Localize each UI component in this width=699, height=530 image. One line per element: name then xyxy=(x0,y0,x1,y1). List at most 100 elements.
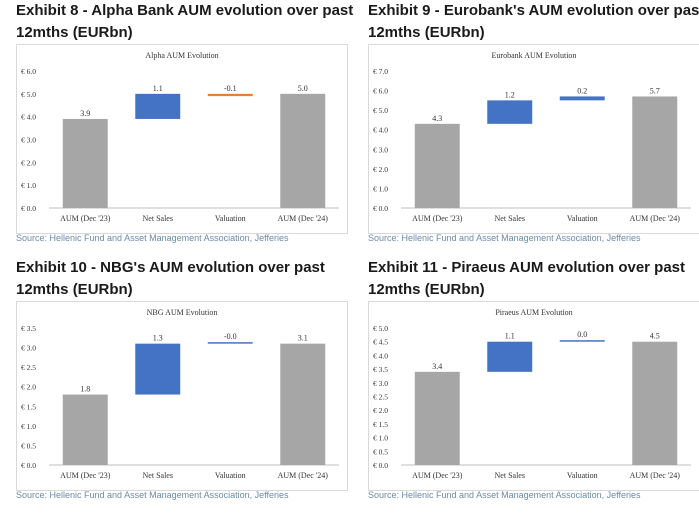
y-tick-label: € 6.0 xyxy=(373,87,388,96)
data-label: 0.0 xyxy=(577,330,587,339)
alpha-aum-chart-svg: Alpha AUM Evolution € 0.0 € 1.0 € 2.0 € 3.0 €… xyxy=(21,51,339,223)
y-tick-label: € 0.0 xyxy=(21,204,36,213)
exhibit-title: Exhibit 11 - Piraeus AUM evolution over … xyxy=(368,257,699,301)
y-tick-label: € 2.5 xyxy=(21,363,36,372)
y-tick-label: € 1.5 xyxy=(21,402,36,411)
y-tick-label: € 0.0 xyxy=(373,461,388,470)
data-label: 1.1 xyxy=(153,84,163,93)
data-label: -0.0 xyxy=(224,332,237,341)
piraeus-aum-chart-svg: Piraeus AUM Evolution € 0.0 € 0.5 € 1.0 € 1.… xyxy=(373,308,691,480)
y-tick-label: € 4.0 xyxy=(21,113,36,122)
y-tick-label: € 3.0 xyxy=(21,344,36,353)
x-tick-label: Net Sales xyxy=(495,471,525,480)
waterfall-bar xyxy=(207,93,253,97)
data-label: 0.2 xyxy=(577,86,587,95)
exhibit-title-line2: 12mths (EURbn) xyxy=(368,281,485,298)
y-tick-label: € 1.5 xyxy=(373,420,388,429)
data-label: 4.3 xyxy=(432,114,442,123)
x-tick-label: Valuation xyxy=(567,471,598,480)
data-label: 3.1 xyxy=(298,334,308,343)
y-tick-label: € 3.0 xyxy=(373,379,388,388)
y-tick-label: € 0.5 xyxy=(373,447,388,456)
y-tick-label: € 4.0 xyxy=(373,351,388,360)
waterfall-bar xyxy=(559,96,605,101)
waterfall-bar xyxy=(280,343,326,465)
x-tick-label: AUM (Dec '23) xyxy=(412,471,463,480)
data-label: 4.5 xyxy=(650,332,660,341)
chart-title: Eurobank AUM Evolution xyxy=(492,51,577,60)
x-tick-label: AUM (Dec '24) xyxy=(278,471,329,480)
data-label: 3.9 xyxy=(80,109,90,118)
exhibit-title-line2: 12mths (EURbn) xyxy=(368,24,485,41)
exhibit-title: Exhibit 8 - Alpha Bank AUM evolution ove… xyxy=(16,0,356,44)
chart-title: Alpha AUM Evolution xyxy=(145,51,218,60)
exhibit-title-line1: Exhibit 11 - Piraeus AUM evolution over … xyxy=(368,259,686,276)
data-label: 5.0 xyxy=(298,84,308,93)
waterfall-bar xyxy=(487,100,533,124)
waterfall-bar xyxy=(280,93,326,208)
x-tick-label: AUM (Dec '23) xyxy=(60,214,111,223)
x-tick-label: Valuation xyxy=(215,214,246,223)
y-tick-label: € 2.0 xyxy=(21,158,36,167)
exhibit-title-line2: 12mths (EURbn) xyxy=(16,281,133,298)
y-tick-label: € 3.0 xyxy=(373,145,388,154)
x-tick-label: AUM (Dec '24) xyxy=(630,214,681,223)
nbg-aum-chart: NBG AUM Evolution € 0.0 € 0.5 € 1.0 € 1.5 € 2… xyxy=(16,301,348,491)
x-tick-label: Net Sales xyxy=(143,471,173,480)
data-label: 1.8 xyxy=(80,385,90,394)
data-label: 1.3 xyxy=(153,334,163,343)
y-tick-label: € 5.0 xyxy=(21,90,36,99)
waterfall-bar xyxy=(414,371,460,465)
y-tick-label: € 7.0 xyxy=(373,67,388,76)
y-tick-label: € 2.0 xyxy=(373,406,388,415)
y-tick-label: € 5.0 xyxy=(373,106,388,115)
waterfall-bar xyxy=(135,343,181,395)
y-tick-label: € 4.0 xyxy=(373,126,388,135)
exhibit-title: Exhibit 9 - Eurobank's AUM evolution ove… xyxy=(368,0,699,44)
data-label: 5.7 xyxy=(650,86,660,95)
exhibit-8-panel: Exhibit 8 - Alpha Bank AUM evolution ove… xyxy=(16,0,356,262)
alpha-aum-chart: Alpha AUM Evolution € 0.0 € 1.0 € 2.0 € 3.0 €… xyxy=(16,44,348,234)
exhibit-11-panel: Exhibit 11 - Piraeus AUM evolution over … xyxy=(368,257,699,519)
source-note: Source: Hellenic Fund and Asset Manageme… xyxy=(368,233,641,243)
source-note: Source: Hellenic Fund and Asset Manageme… xyxy=(16,490,289,500)
y-tick-label: € 1.0 xyxy=(373,184,388,193)
y-tick-label: € 4.5 xyxy=(373,338,388,347)
y-tick-label: € 6.0 xyxy=(21,67,36,76)
data-label: 1.2 xyxy=(505,90,515,99)
exhibit-title-line2: 12mths (EURbn) xyxy=(16,24,133,41)
exhibit-title: Exhibit 10 - NBG's AUM evolution over pa… xyxy=(16,257,356,301)
x-tick-label: AUM (Dec '24) xyxy=(630,471,681,480)
y-tick-label: € 0.0 xyxy=(21,461,36,470)
data-label: -0.1 xyxy=(224,84,237,93)
y-tick-label: € 3.5 xyxy=(373,365,388,374)
waterfall-bar xyxy=(135,93,181,119)
waterfall-bar xyxy=(632,341,678,465)
waterfall-bar xyxy=(62,118,108,208)
y-tick-label: € 0.0 xyxy=(373,204,388,213)
data-label: 1.1 xyxy=(505,332,515,341)
piraeus-aum-chart: Piraeus AUM Evolution € 0.0 € 0.5 € 1.0 € 1.… xyxy=(368,301,699,491)
y-tick-label: € 3.0 xyxy=(21,136,36,145)
y-tick-label: € 1.0 xyxy=(21,181,36,190)
exhibit-title-line1: Exhibit 9 - Eurobank's AUM evolution ove… xyxy=(368,2,699,19)
x-tick-label: AUM (Dec '23) xyxy=(412,214,463,223)
waterfall-bar xyxy=(632,96,678,208)
exhibit-title-line1: Exhibit 8 - Alpha Bank AUM evolution ove… xyxy=(16,2,354,19)
exhibit-title-line1: Exhibit 10 - NBG's AUM evolution over pa… xyxy=(16,259,325,276)
source-note: Source: Hellenic Fund and Asset Manageme… xyxy=(16,233,289,243)
y-tick-label: € 1.0 xyxy=(21,422,36,431)
x-tick-label: AUM (Dec '23) xyxy=(60,471,111,480)
x-tick-label: AUM (Dec '24) xyxy=(278,214,329,223)
chart-title: Piraeus AUM Evolution xyxy=(495,308,572,317)
source-note: Source: Hellenic Fund and Asset Manageme… xyxy=(368,490,641,500)
waterfall-bar xyxy=(559,340,605,342)
eurobank-aum-chart-svg: Eurobank AUM Evolution € 0.0 € 1.0 € 2.0 € 3… xyxy=(373,51,691,223)
eurobank-aum-chart: Eurobank AUM Evolution € 0.0 € 1.0 € 2.0 € 3… xyxy=(368,44,699,234)
exhibit-10-panel: Exhibit 10 - NBG's AUM evolution over pa… xyxy=(16,257,356,519)
x-tick-label: Net Sales xyxy=(495,214,525,223)
exhibit-9-panel: Exhibit 9 - Eurobank's AUM evolution ove… xyxy=(368,0,699,262)
y-tick-label: € 3.5 xyxy=(21,324,36,333)
nbg-aum-chart-svg: NBG AUM Evolution € 0.0 € 0.5 € 1.0 € 1.5 € 2… xyxy=(21,308,339,480)
waterfall-bar xyxy=(207,342,253,344)
